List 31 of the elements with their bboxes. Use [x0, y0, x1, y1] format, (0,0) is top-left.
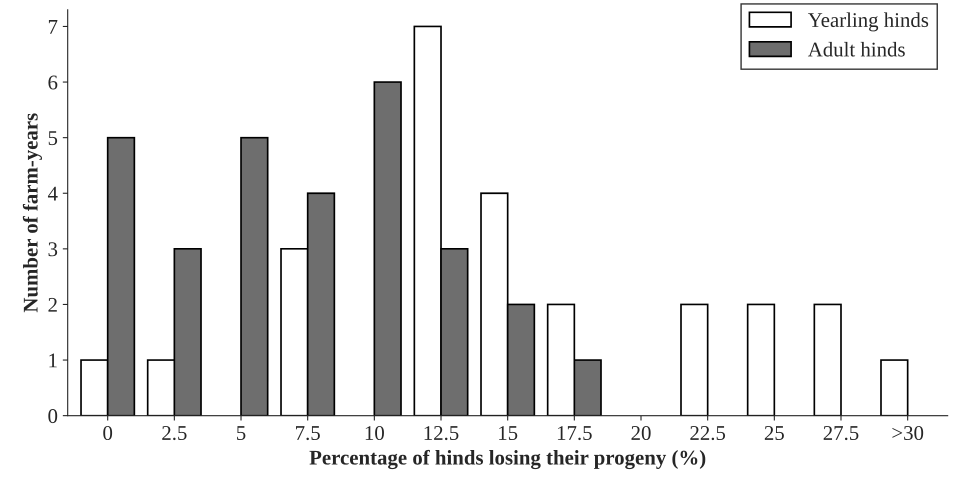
x-tick-label: 17.5 — [558, 426, 592, 440]
x-tick-label: 25 — [764, 426, 784, 440]
x-tick-label: 12.5 — [424, 426, 458, 440]
y-tick-label: 5 — [48, 131, 58, 146]
bar — [746, 304, 776, 416]
legend-label: Yearling hinds — [808, 12, 928, 32]
y-tick-label: 4 — [48, 186, 58, 200]
x-tick-label: 7.5 — [296, 426, 320, 440]
bar — [680, 304, 709, 416]
y-tick-label: 6 — [48, 75, 58, 90]
x-axis-title: Percentage of hinds losing their progeny (%) — [310, 450, 706, 470]
x-tick-label: 22.5 — [690, 426, 726, 440]
y-tick-label: 7 — [48, 20, 58, 34]
y-tick-label: 2 — [48, 298, 57, 312]
bar — [374, 81, 402, 416]
x-tick-label: 0 — [103, 426, 112, 440]
x-tick-label: >30 — [892, 426, 924, 440]
y-tick-label: 1 — [49, 354, 57, 368]
y-tick-label: 3 — [48, 242, 58, 256]
legend-label: Adult hinds — [808, 42, 905, 57]
x-tick-label: 10 — [366, 426, 384, 440]
bar — [880, 359, 908, 416]
x-tick-label: 20 — [632, 426, 651, 440]
bar — [240, 136, 269, 416]
bar — [813, 304, 842, 416]
y-axis-title: Number of farm-years — [22, 113, 42, 312]
x-tick-label: 15 — [499, 426, 518, 440]
x-tick-label: 2.5 — [162, 426, 187, 440]
x-tick-label: 27.5 — [824, 426, 858, 440]
y-tick-label: 0 — [48, 409, 58, 424]
x-tick-label: 5 — [237, 426, 246, 440]
